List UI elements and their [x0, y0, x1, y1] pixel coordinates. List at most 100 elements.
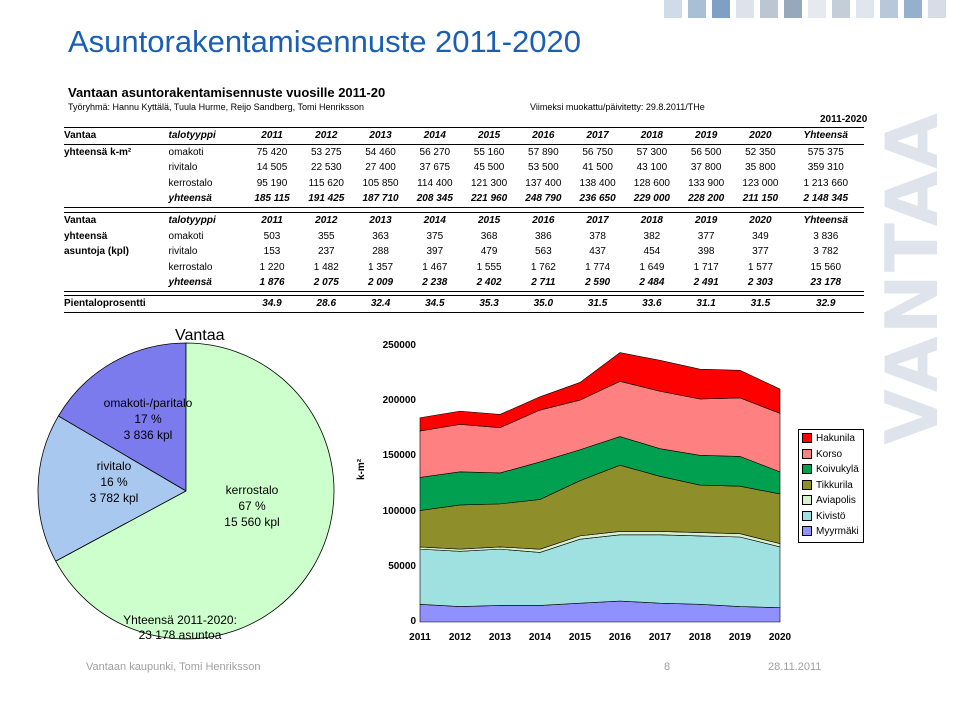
value-cell: 14 505 — [256, 162, 288, 174]
type-cell: kerrostalo — [168, 177, 213, 189]
value-cell: 248 790 — [516, 191, 571, 208]
footer-author: Vantaan kaupunki, Tomi Henriksson — [86, 661, 261, 673]
table-header-row: Vantaa talotyyppi 2011 2012 2013 2014 20… — [64, 212, 864, 229]
x-tick-label: 2018 — [688, 632, 712, 643]
period-label: 2011-2020 — [820, 114, 868, 125]
total-cell: 3 836 — [813, 230, 839, 242]
value-cell: 34.5 — [407, 295, 462, 313]
deco-square — [664, 0, 682, 18]
pie-label-count: 3 782 kpl — [89, 491, 139, 505]
value-cell: 45 500 — [473, 162, 505, 174]
value-cell: 37 675 — [419, 162, 451, 174]
value-cell: 114 400 — [417, 177, 453, 189]
value-cell: 31.5 — [733, 295, 788, 313]
value-cell: 185 115 — [244, 191, 300, 208]
total-cell: 2 148 345 — [787, 191, 864, 208]
value-cell: 2 075 — [299, 275, 354, 292]
value-cell: 349 — [752, 230, 769, 242]
deco-square — [808, 0, 826, 18]
year-header: 2015 — [461, 212, 517, 229]
year-header: 2020 — [733, 212, 788, 229]
value-cell: 31.5 — [570, 295, 625, 313]
pie-slice-rivitalo — [37, 415, 187, 562]
value-cell: 137 400 — [525, 177, 562, 189]
value-cell: 56 750 — [582, 146, 613, 158]
value-cell: 53 500 — [528, 162, 559, 174]
year-header: 2016 — [516, 212, 571, 229]
value-cell: 1 876 — [244, 275, 300, 292]
value-cell: 187 710 — [353, 191, 408, 208]
table-row: Pientaloprosentti 34.9 28.6 32.4 34.5 35… — [64, 295, 864, 313]
row-label: yhteensä — [64, 230, 108, 242]
value-cell: 95 190 — [256, 177, 288, 189]
value-cell: 1 482 — [313, 261, 339, 273]
legend-item: Tikkurila — [802, 480, 853, 494]
value-cell: 55 160 — [473, 146, 505, 158]
value-cell: 32.4 — [353, 295, 408, 313]
deco-square — [784, 0, 802, 18]
chart-legend: Hakunila Korso Koivukylä Tikkurila Aviapolis… — [798, 429, 864, 543]
year-header: 2011 — [244, 127, 300, 145]
type-cell: rivitalo — [168, 162, 198, 174]
total-cell: 359 310 — [807, 162, 844, 174]
x-tick-label: 2020 — [768, 632, 792, 643]
x-tick-label: 2015 — [568, 632, 592, 643]
value-cell: 2 484 — [624, 275, 680, 292]
value-cell: 398 — [697, 246, 715, 258]
value-cell: 288 — [372, 246, 389, 258]
y-tick-label: 0 — [410, 616, 416, 627]
legend-swatch — [802, 479, 812, 490]
deco-square — [832, 0, 850, 18]
y-tick-label: 50000 — [388, 560, 416, 572]
year-header: 2018 — [624, 127, 680, 145]
pie-label-name: rivitalo — [96, 459, 132, 473]
deco-square — [688, 0, 706, 18]
y-axis-label: k-m² — [356, 458, 367, 480]
value-cell: 397 — [426, 246, 444, 258]
deco-square — [760, 0, 778, 18]
page-number: 8 — [664, 661, 671, 673]
value-cell: 503 — [263, 230, 281, 242]
year-header: 2016 — [516, 127, 571, 145]
value-cell: 121 300 — [471, 177, 508, 189]
value-cell: 1 649 — [639, 261, 665, 273]
year-header: 2019 — [679, 127, 734, 145]
table-row: kerrostalo 1 220 1 482 1 357 1 467 1 555… — [64, 260, 864, 276]
value-cell: 228 200 — [679, 191, 734, 208]
value-cell: 2 009 — [353, 275, 408, 292]
type-cell: omakoti — [168, 230, 204, 242]
pie-title: Vantaa — [175, 327, 225, 344]
type-cell: rivitalo — [168, 246, 198, 258]
value-cell: 237 — [317, 246, 335, 258]
value-cell: 28.6 — [299, 295, 354, 313]
total-cell: 15 560 — [810, 261, 842, 273]
pie-label-rivitalo: rivitalo 16 % 3 782 kpl — [82, 458, 146, 506]
type-cell: kerrostalo — [168, 261, 213, 273]
pie-slice-kerrostalo — [55, 342, 335, 640]
value-cell: 1 577 — [747, 261, 773, 273]
year-header: 2012 — [299, 212, 354, 229]
year-header: 2014 — [407, 212, 462, 229]
value-cell: 128 600 — [633, 177, 670, 189]
x-tick-label: 2016 — [608, 632, 632, 643]
legend-label: Kivistö — [816, 510, 846, 522]
value-cell: 479 — [480, 246, 498, 258]
type-header: talotyyppi — [168, 127, 245, 145]
pie-label-pct: 16 % — [100, 475, 128, 489]
legend-item: Korso — [802, 449, 842, 463]
total-header: Yhteensä — [787, 212, 864, 229]
pie-label-name: omakoti-/paritalo — [103, 396, 193, 410]
value-cell: 57 300 — [636, 146, 668, 158]
year-header: 2017 — [570, 212, 625, 229]
x-tick-label: 2011 — [409, 632, 431, 643]
year-header: 2020 — [733, 127, 788, 145]
value-cell: 53 275 — [310, 146, 342, 158]
year-header: 2015 — [461, 127, 517, 145]
table-row: rivitalo 14 505 22 530 27 400 37 675 45 … — [64, 160, 864, 176]
value-cell: 1 717 — [693, 261, 719, 273]
deco-square — [712, 0, 730, 18]
value-cell: 37 800 — [690, 162, 722, 174]
x-tick-label: 2014 — [528, 632, 552, 643]
table-row: yhteensä omakoti 503 355 363 375 368 386… — [64, 229, 864, 245]
